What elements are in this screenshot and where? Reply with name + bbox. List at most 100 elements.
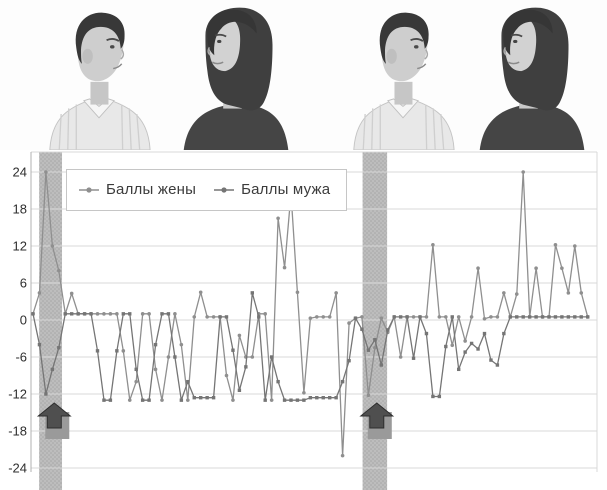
data-point <box>489 315 493 319</box>
data-point <box>527 315 532 319</box>
data-point <box>463 339 467 343</box>
data-point <box>237 388 242 392</box>
data-point <box>579 315 583 319</box>
data-point <box>295 290 300 295</box>
data-point <box>360 327 364 331</box>
data-point <box>263 312 268 316</box>
data-point <box>295 398 300 402</box>
data-point <box>379 363 383 367</box>
data-point <box>495 315 500 319</box>
data-point <box>315 396 319 400</box>
data-point <box>573 244 577 248</box>
data-point <box>392 315 396 319</box>
data-point <box>547 315 551 319</box>
data-point <box>199 396 203 400</box>
data-point <box>166 355 171 359</box>
y-tick-label: -6 <box>15 350 27 365</box>
data-point <box>476 347 480 351</box>
data-point <box>282 265 287 270</box>
data-point <box>173 355 177 359</box>
data-point <box>463 350 467 354</box>
data-point <box>379 316 384 320</box>
y-tick-label: 12 <box>13 239 27 254</box>
data-point <box>340 453 345 458</box>
data-point <box>244 365 248 369</box>
data-point <box>457 367 461 372</box>
data-point <box>140 398 145 402</box>
legend-label-wife: Баллы жены <box>106 181 197 198</box>
data-point <box>444 344 448 349</box>
data-point <box>153 342 158 347</box>
data-point <box>198 290 203 295</box>
data-point <box>450 343 455 348</box>
data-point <box>160 312 164 316</box>
data-point <box>44 170 48 174</box>
data-point <box>269 355 274 359</box>
data-point <box>127 398 132 402</box>
husband-score-line <box>32 292 588 401</box>
score-chart-canvas: 24 18 12 6 0 -6 -12 -18 -24 <box>8 151 598 490</box>
data-point <box>411 356 416 360</box>
data-point <box>237 333 242 338</box>
data-point <box>366 348 371 352</box>
data-point <box>553 315 558 319</box>
data-point <box>115 312 119 316</box>
data-point <box>566 291 571 295</box>
data-point <box>153 367 158 372</box>
data-point <box>398 315 403 319</box>
legend-item-wife: Баллы жены <box>79 181 196 198</box>
data-point <box>192 315 197 319</box>
data-point <box>250 355 255 359</box>
legend-label-husband: Баллы мужа <box>241 181 331 198</box>
data-point <box>263 398 267 402</box>
data-point <box>179 398 184 402</box>
data-point <box>57 346 61 350</box>
data-point <box>321 315 326 319</box>
data-point <box>495 363 500 367</box>
data-point <box>250 291 254 295</box>
data-point <box>437 315 442 319</box>
data-point <box>489 358 493 362</box>
wife-series-marker-icon <box>79 186 99 193</box>
data-point <box>437 394 442 399</box>
data-point <box>224 315 229 319</box>
data-point <box>515 315 519 319</box>
chart-legend: Баллы жены Баллы мужа <box>66 169 348 211</box>
data-point <box>366 393 371 398</box>
data-point <box>411 315 416 319</box>
data-point <box>579 291 584 295</box>
data-point <box>76 312 80 316</box>
data-point <box>186 398 190 402</box>
data-point <box>347 359 351 363</box>
y-tick-label: -24 <box>8 461 27 476</box>
data-point <box>521 315 525 319</box>
data-point <box>308 316 313 320</box>
data-point <box>108 312 113 316</box>
data-point <box>405 315 409 319</box>
data-point <box>218 315 222 319</box>
data-point <box>37 342 42 347</box>
data-point <box>115 349 119 353</box>
data-point <box>418 315 422 319</box>
data-point <box>586 315 590 319</box>
highlight-band-2 <box>362 152 388 490</box>
data-point <box>231 398 235 402</box>
photo-wife-1 <box>152 2 322 150</box>
data-point <box>476 266 480 270</box>
data-point <box>360 315 364 319</box>
data-point <box>257 315 261 319</box>
data-point <box>50 367 55 372</box>
data-point <box>102 398 106 402</box>
data-point <box>276 216 280 221</box>
data-point <box>70 312 74 316</box>
data-point <box>373 338 377 342</box>
data-point <box>89 312 93 316</box>
data-point <box>482 316 487 321</box>
data-point <box>534 315 538 319</box>
data-point <box>521 170 525 174</box>
data-point <box>540 315 545 319</box>
data-point <box>211 315 216 319</box>
y-tick-label: 18 <box>13 202 27 217</box>
y-tick-label: 24 <box>13 165 27 180</box>
